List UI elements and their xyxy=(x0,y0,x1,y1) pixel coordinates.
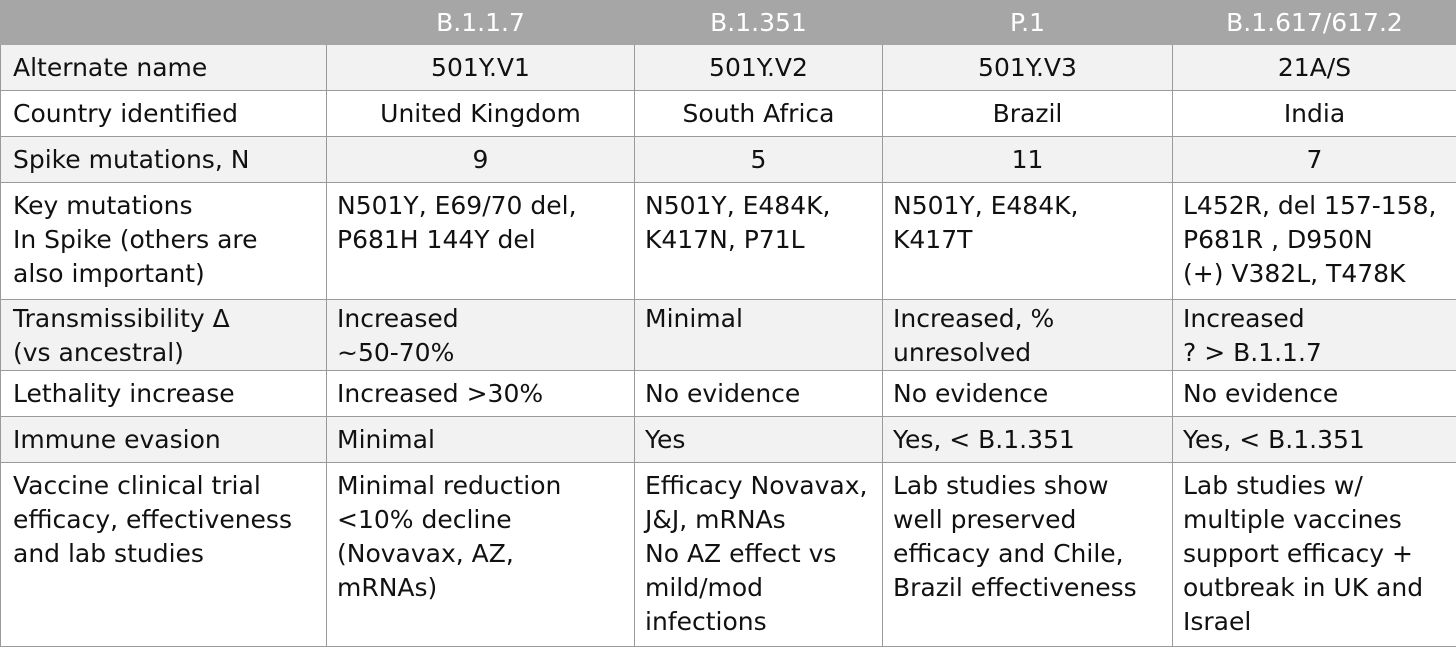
table-cell: N501Y, E69/70 del, P681H 144Y del xyxy=(326,182,635,300)
table-cell: Increased ? > B.1.1.7 xyxy=(1172,299,1456,371)
table-cell: Minimal xyxy=(326,416,635,463)
table-cell: Minimal reduction <10% decline (Novavax,… xyxy=(326,462,635,647)
header-cell-b117: B.1.1.7 xyxy=(326,0,635,45)
table-cell: India xyxy=(1172,90,1456,137)
table-cell: Minimal xyxy=(634,299,883,371)
table-row: Spike mutations, N 9 5 11 7 xyxy=(0,136,1456,183)
table-cell: Brazil xyxy=(882,90,1173,137)
table-cell: Increased >30% xyxy=(326,370,635,417)
row-label: Spike mutations, N xyxy=(0,136,327,183)
table-cell: 11 xyxy=(882,136,1173,183)
header-row: B.1.1.7 B.1.351 P.1 B.1.617/617.2 xyxy=(0,0,1456,45)
table-row: Transmissibility Δ (vs ancestral) Increa… xyxy=(0,299,1456,371)
table-cell: N501Y, E484K, K417T xyxy=(882,182,1173,300)
table-cell: No evidence xyxy=(634,370,883,417)
table-cell: Yes, < B.1.351 xyxy=(1172,416,1456,463)
table-row: Vaccine clinical trial efficacy, effecti… xyxy=(0,462,1456,647)
table-cell: 21A/S xyxy=(1172,44,1456,91)
table-cell: Lab studies show well preserved efficacy… xyxy=(882,462,1173,647)
header-cell-b1617: B.1.617/617.2 xyxy=(1172,0,1456,45)
table-row: Country identified United Kingdom South … xyxy=(0,90,1456,137)
header-cell-blank xyxy=(0,0,327,45)
row-label: Immune evasion xyxy=(0,416,327,463)
table-cell: 501Y.V2 xyxy=(634,44,883,91)
table-cell: Yes xyxy=(634,416,883,463)
table-cell: 7 xyxy=(1172,136,1456,183)
table-row: Lethality increase Increased >30% No evi… xyxy=(0,370,1456,417)
table-cell: Efficacy Novavax, J&J, mRNAs No AZ effec… xyxy=(634,462,883,647)
table-cell: 501Y.V1 xyxy=(326,44,635,91)
row-label: Transmissibility Δ (vs ancestral) xyxy=(0,299,327,371)
table-row: Key mutations In Spike (others are also … xyxy=(0,182,1456,300)
table-cell: N501Y, E484K, K417N, P71L xyxy=(634,182,883,300)
row-label: Country identified xyxy=(0,90,327,137)
table-cell: No evidence xyxy=(882,370,1173,417)
table-cell: L452R, del 157-158, P681R , D950N (+) V3… xyxy=(1172,182,1456,300)
table-row: Alternate name 501Y.V1 501Y.V2 501Y.V3 2… xyxy=(0,44,1456,91)
row-label: Alternate name xyxy=(0,44,327,91)
table-cell: No evidence xyxy=(1172,370,1456,417)
table-cell: South Africa xyxy=(634,90,883,137)
table-cell: Increased ~50-70% xyxy=(326,299,635,371)
table-cell: 501Y.V3 xyxy=(882,44,1173,91)
row-label: Lethality increase xyxy=(0,370,327,417)
table-cell: Lab studies w/ multiple vaccines support… xyxy=(1172,462,1456,647)
row-label: Vaccine clinical trial efficacy, effecti… xyxy=(0,462,327,647)
table-cell: Yes, < B.1.351 xyxy=(882,416,1173,463)
header-cell-p1: P.1 xyxy=(882,0,1173,45)
table-cell: 9 xyxy=(326,136,635,183)
table-cell: 5 xyxy=(634,136,883,183)
header-cell-b1351: B.1.351 xyxy=(634,0,883,45)
table-row: Immune evasion Minimal Yes Yes, < B.1.35… xyxy=(0,416,1456,463)
table-cell: United Kingdom xyxy=(326,90,635,137)
row-label: Key mutations In Spike (others are also … xyxy=(0,182,327,300)
table-cell: Increased, % unresolved xyxy=(882,299,1173,371)
